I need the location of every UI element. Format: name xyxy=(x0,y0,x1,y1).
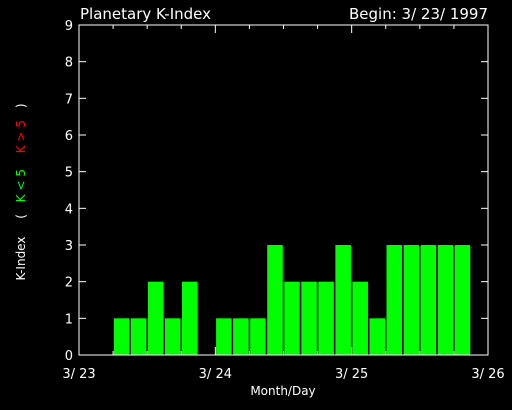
x-tick-label: 3/ 23 xyxy=(62,367,95,382)
y-tick-label: 4 xyxy=(65,202,73,217)
y-axis-label-prefix: K-Index xyxy=(14,237,28,281)
y-axis-label-open-paren: ( xyxy=(14,214,28,219)
k-index-bar xyxy=(437,245,454,355)
k-index-bar xyxy=(182,281,198,355)
x-tick-label: 3/ 25 xyxy=(335,367,368,382)
y-axis-label-high: K > 5 xyxy=(14,120,28,153)
k-index-bar xyxy=(369,318,385,355)
x-tick-label: 3/ 24 xyxy=(199,367,232,382)
chart-title: Planetary K-Index xyxy=(80,5,211,23)
x-tick-label: 3/ 26 xyxy=(471,367,504,382)
y-axis-label-low: K < 5 xyxy=(14,169,28,202)
k-index-bar xyxy=(284,281,300,355)
k-index-bar xyxy=(403,245,420,355)
k-index-bar xyxy=(420,245,437,355)
y-tick-label: 2 xyxy=(65,276,73,291)
x-axis-label: Month/Day xyxy=(250,384,315,398)
k-index-bar xyxy=(352,281,368,355)
y-axis-label: K-Index ( K < 5 K > 5 ) xyxy=(14,103,28,280)
y-tick-label: 9 xyxy=(65,19,73,34)
y-tick-label: 7 xyxy=(65,92,73,107)
y-axis-label-text: K-Index ( K < 5 K > 5 ) xyxy=(14,103,28,280)
k-index-bar xyxy=(335,245,351,355)
y-tick-label: 1 xyxy=(65,312,73,327)
y-tick-label: 5 xyxy=(65,166,73,181)
k-index-bar xyxy=(147,281,164,355)
k-index-bar xyxy=(454,245,471,355)
y-tick-label: 6 xyxy=(65,129,73,144)
bar-series xyxy=(113,245,471,355)
k-index-bar xyxy=(130,318,147,355)
k-index-bar xyxy=(113,318,130,355)
y-axis-label-close-paren: ) xyxy=(14,103,28,108)
y-tick-label: 3 xyxy=(65,239,73,254)
plot-frame xyxy=(78,24,489,356)
x-axis-ticks: 3/ 23 3/ 24 3/ 25 3/ 26 xyxy=(62,25,505,382)
k-index-bar xyxy=(233,318,249,355)
k-index-bar xyxy=(216,318,232,355)
k-index-bar xyxy=(164,318,181,355)
y-tick-label: 0 xyxy=(65,349,73,364)
k-index-bar xyxy=(267,245,283,355)
k-index-bar xyxy=(250,318,266,355)
k-index-bar xyxy=(301,281,317,355)
begin-date-label: Begin: 3/ 23/ 1997 xyxy=(349,5,488,23)
y-tick-label: 8 xyxy=(65,56,73,71)
k-index-bar xyxy=(318,281,334,355)
k-index-bar xyxy=(386,245,403,355)
